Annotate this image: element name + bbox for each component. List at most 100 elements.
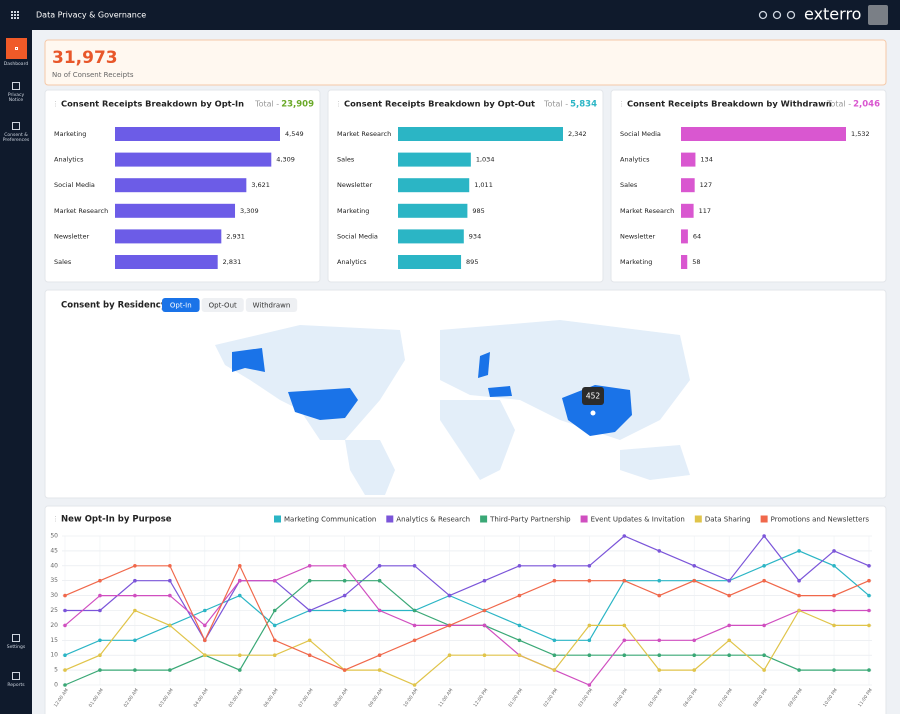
series-point [237, 564, 242, 568]
map-tab[interactable] [201, 298, 244, 312]
series-point [342, 578, 347, 583]
nav-label: Consent & Preferences [2, 133, 30, 143]
series-point [587, 638, 592, 643]
world-map [215, 320, 690, 495]
series-point [552, 653, 557, 657]
series-point [692, 564, 697, 568]
nav-item[interactable]: Consent & Preferences [0, 122, 32, 143]
drag-handle: ⋮ [618, 100, 625, 108]
series-point [447, 653, 452, 657]
series-point [412, 608, 417, 613]
bar-category: Social Media [337, 232, 378, 240]
bar-value-label: 2,342 [568, 130, 587, 138]
apps-icon[interactable] [11, 11, 19, 19]
avatar[interactable] [868, 5, 888, 25]
y-tick-label: 15 [50, 637, 58, 644]
series-point [727, 623, 731, 628]
bar-value-label: 134 [700, 156, 712, 164]
bar-value-label: 1,532 [851, 130, 870, 138]
series-point [797, 668, 801, 672]
y-tick-label: 50 [50, 533, 58, 540]
series-point [587, 564, 592, 568]
series-point [237, 653, 242, 657]
bar-value-label: 2,931 [226, 232, 245, 240]
series-point [797, 549, 801, 553]
series-point [587, 683, 592, 687]
bar-value-label: 1,011 [474, 181, 493, 189]
bar [398, 229, 464, 244]
map-tab[interactable] [245, 298, 298, 312]
series-point [727, 578, 731, 583]
series-point [307, 608, 312, 613]
bar-category: Marketing [620, 258, 652, 266]
map-tooltip [582, 387, 604, 405]
series-point [203, 608, 207, 613]
card-title: Consent Receipts Breakdown by Opt-Out [344, 99, 535, 109]
legend-swatch [274, 515, 281, 523]
y-tick-label: 10 [50, 652, 58, 659]
y-tick-label: 20 [50, 622, 58, 629]
bar [115, 178, 247, 193]
series-point [657, 578, 662, 583]
header-title: Data Privacy & Governance [36, 11, 146, 20]
series-point [482, 608, 487, 613]
series-point [622, 578, 627, 583]
map-tab-label: Opt-In [170, 302, 192, 310]
legend-label: Promotions and Newsletters [771, 516, 870, 524]
series-point [832, 564, 836, 568]
series-line [64, 550, 870, 656]
series-point [98, 638, 102, 643]
bar-value-label: 985 [472, 207, 484, 215]
series-point [342, 668, 347, 672]
series-point [168, 593, 172, 598]
bar [398, 203, 468, 218]
map-tooltip-value: 452 [586, 392, 601, 401]
legend-swatch [760, 515, 768, 523]
help-icon[interactable] [786, 10, 796, 20]
series-point [482, 623, 487, 628]
bell-icon[interactable] [772, 10, 782, 20]
series-point [727, 638, 731, 643]
bar [681, 255, 688, 269]
nav-item[interactable]: Reports [0, 672, 32, 688]
series-point [133, 578, 137, 583]
bar-category: Market Research [54, 207, 108, 215]
nav-item[interactable]: Privacy Notice [0, 82, 32, 103]
bar-card [610, 89, 887, 283]
series-point [692, 653, 697, 657]
series-point [517, 638, 522, 643]
settings-icon[interactable] [758, 10, 768, 20]
y-tick-label: 40 [50, 562, 58, 569]
bar [681, 127, 846, 141]
series-point [762, 668, 766, 672]
map-card [44, 289, 887, 499]
series-point [307, 564, 312, 568]
bar [398, 255, 462, 269]
nav-item[interactable]: Dashboard [0, 38, 32, 67]
card-title: Consent Receipts Breakdown by Withdrawn [627, 99, 832, 109]
series-point [168, 578, 172, 583]
series-point [517, 564, 522, 568]
map-marker [590, 410, 596, 416]
series-point [63, 623, 67, 628]
series-point [832, 549, 836, 553]
series-point [168, 668, 172, 672]
map-tab[interactable] [162, 298, 200, 312]
series-point [482, 578, 487, 583]
series-point [867, 593, 871, 598]
bar-category: Market Research [620, 207, 674, 215]
series-line [64, 609, 869, 686]
series-point [517, 653, 522, 657]
bar-value-label: 3,621 [251, 181, 270, 189]
series-point [762, 653, 766, 657]
series-point [657, 653, 662, 657]
series-point [762, 564, 766, 568]
nav-item[interactable]: Settings [0, 634, 32, 650]
bar-category: Analytics [54, 156, 84, 164]
bar-category: Newsletter [54, 232, 89, 240]
bar [681, 229, 688, 244]
legend-label: Marketing Communication [284, 516, 376, 524]
bar [398, 152, 471, 167]
series-point [692, 638, 697, 643]
bar-value-label: 1,034 [476, 156, 495, 164]
